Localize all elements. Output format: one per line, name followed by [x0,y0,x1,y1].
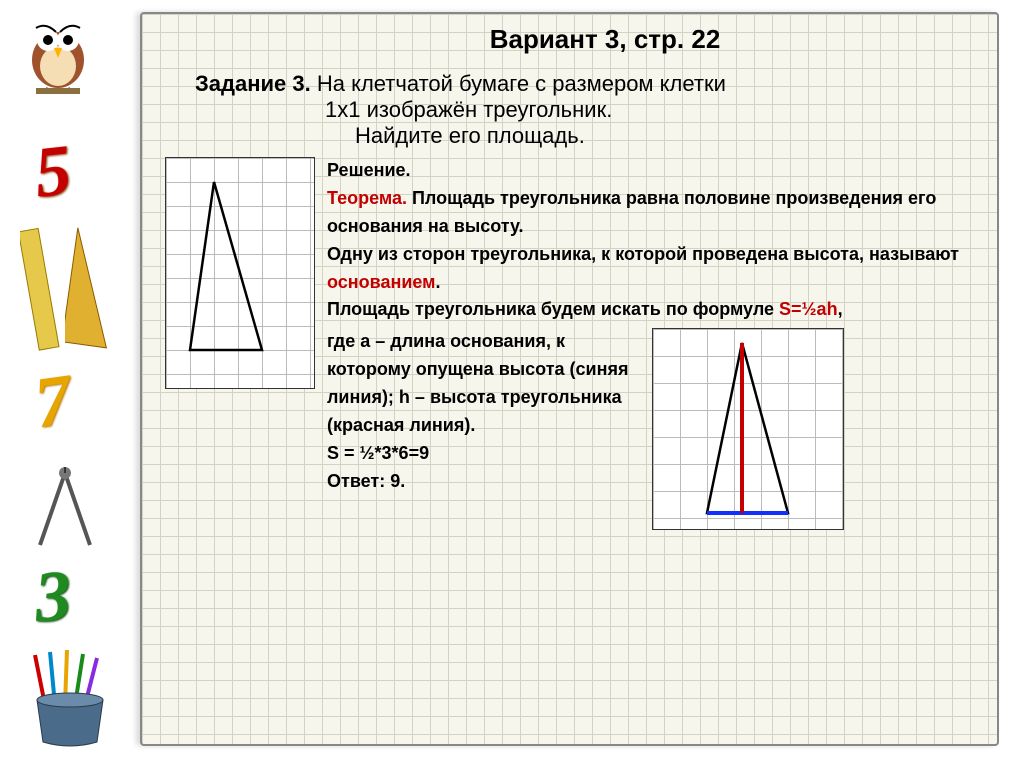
p1a: Одну из сторон треугольника, к которой п… [327,244,959,264]
compass-icon [25,465,105,555]
task-line-1: Задание 3. На клетчатой бумаге с размеро… [195,71,975,97]
ruler-icon [20,225,65,355]
figure-2-triangle-with-height [652,328,844,530]
base-definition: Одну из сторон треугольника, к которой п… [327,241,975,297]
task-line-2: 1х1 изображён треугольник. [325,97,975,123]
theorem-text: Площадь треугольника равна половине прои… [327,188,936,236]
p2: Площадь треугольника будем искать по фор… [327,299,779,319]
figure-1-triangle [165,157,315,389]
decorative-digit-7: 7 [29,358,76,445]
p2b: , [838,299,843,319]
formula: S=½ah [779,299,838,319]
task-text-1: На клетчатой бумаге с размером клетки [311,71,726,96]
triangle-ruler-icon [65,225,120,355]
task-line-3: Найдите его площадь. [355,123,975,149]
p1b: . [436,272,441,292]
answer-line: Ответ: 9. [327,468,652,496]
formula-line: Площадь треугольника будем искать по фор… [327,296,975,324]
solution-block: Решение. Теорема. Площадь треугольника р… [327,157,975,530]
solution-heading: Решение. [327,157,975,185]
variant-title: Вариант 3, стр. 22 [235,24,975,55]
owl-icon [18,10,98,95]
calc-line: S = ½*3*6=9 [327,440,652,468]
theorem-label: Теорема. [327,188,407,208]
content-area: Вариант 3, стр. 22 Задание 3. На клетчат… [155,12,975,530]
decorative-digit-5: 5 [31,128,75,214]
base-word: основанием [327,272,436,292]
theorem-line: Теорема. Площадь треугольника равна поло… [327,185,975,241]
decorative-digit-3: 3 [32,554,74,639]
explanation-p3: где а – длина основания, к которому опущ… [327,328,652,440]
decorative-sidebar: 5 7 3 [0,0,135,760]
pencil-cup-icon [25,650,115,750]
task-label: Задание 3. [195,71,311,96]
